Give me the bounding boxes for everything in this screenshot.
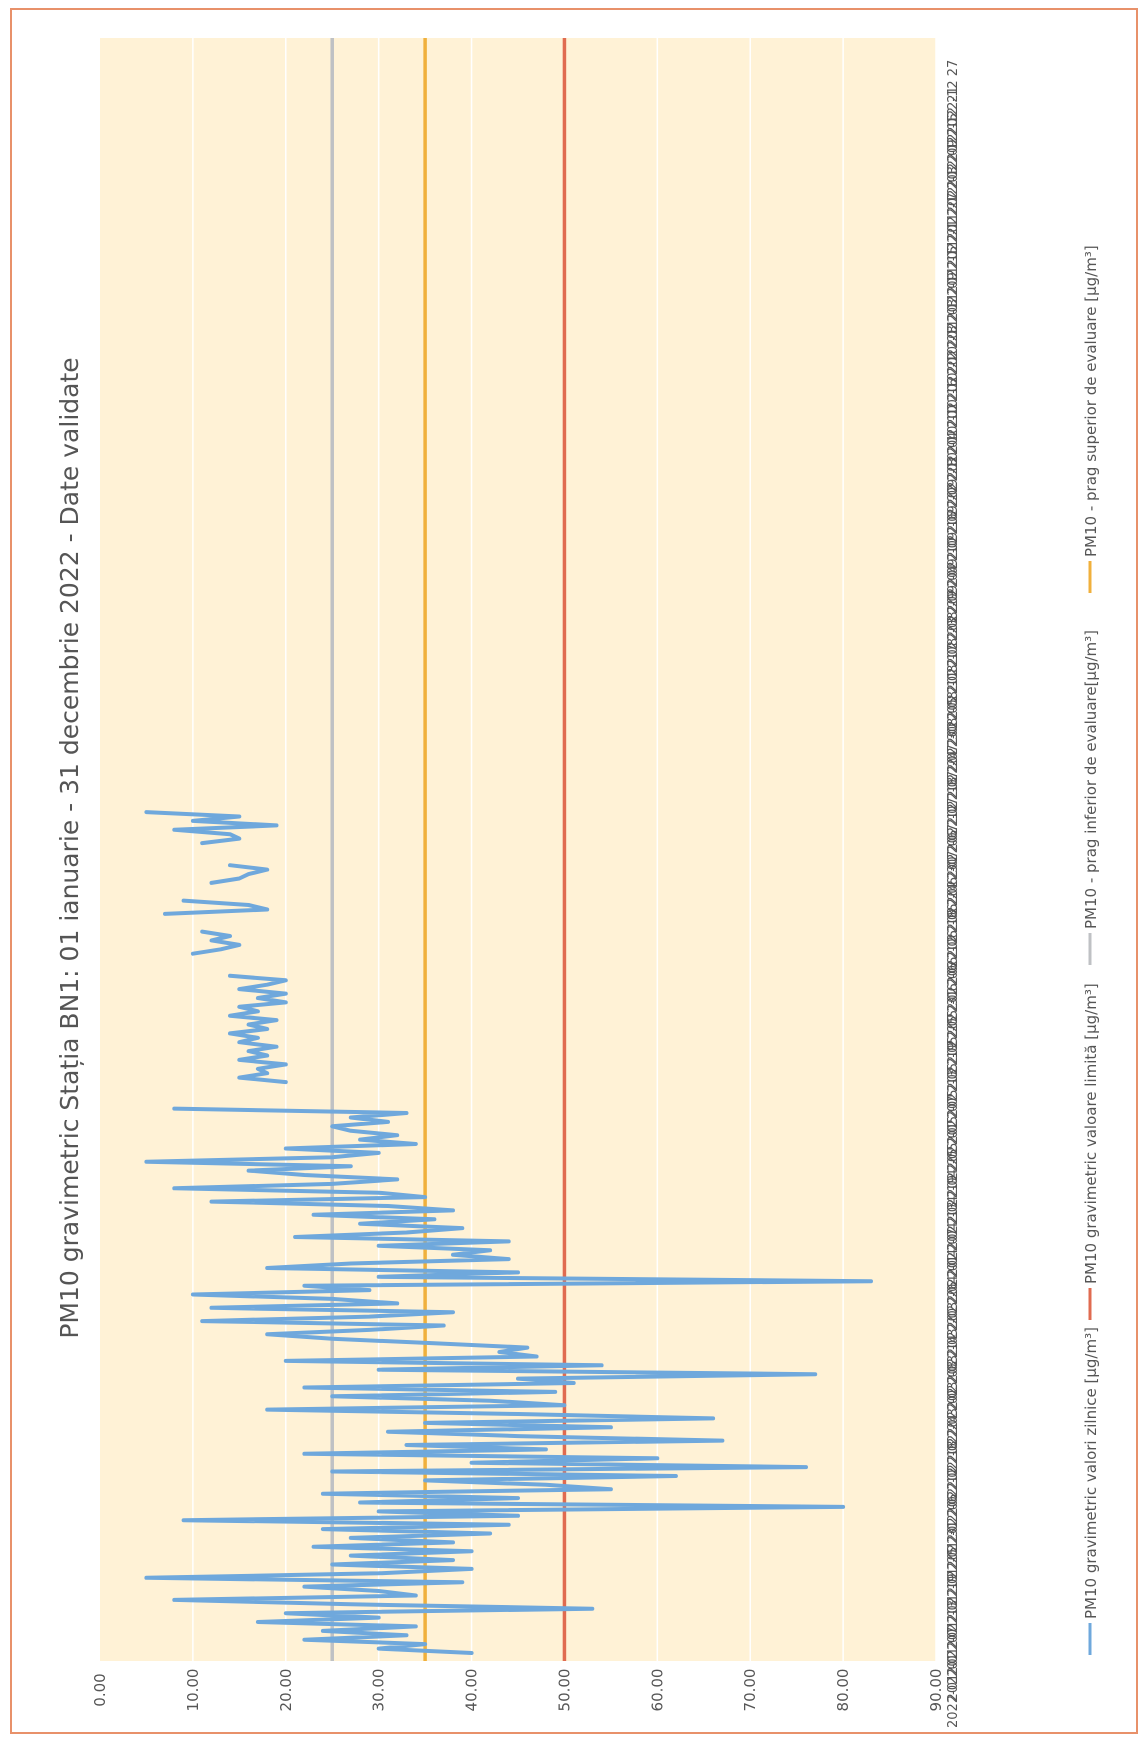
x-tick-label: 2022-09 28 xyxy=(946,458,961,533)
daily-series-line xyxy=(209,863,270,885)
legend-label-daily: PM10 gravimetric valori zilnice [µg/m³] xyxy=(1082,1327,1100,1619)
x-tick-label: 2022-09 04 xyxy=(946,564,961,639)
x-tick-label: 2022-06 12 xyxy=(946,936,961,1011)
x-tick-label: 2022-10 10 xyxy=(946,405,961,480)
x-tick-label: 2022-05 19 xyxy=(946,1042,961,1117)
x-tick-label: 2022-02 18 xyxy=(946,1441,961,1516)
x-tick-label: 2022-09 22 xyxy=(946,485,961,560)
x-tick-label: 2022-08 29 xyxy=(946,591,961,666)
y-tick-label: 70.00 xyxy=(741,1669,759,1712)
x-tick-label: 2022-04 25 xyxy=(946,1148,961,1223)
daily-series-line xyxy=(144,810,279,846)
y-tick-label: 0.00 xyxy=(91,1673,109,1706)
x-tick-label: 2022-08 11 xyxy=(946,670,961,745)
legend-label-limit: PM10 gravimetric valoare limită [µg/m³] xyxy=(1082,983,1100,1284)
x-tick-label: 2022-11 03 xyxy=(946,299,961,374)
x-tick-label: 2022-05 25 xyxy=(946,1016,961,1091)
x-tick-label: 2022-12 21 xyxy=(946,86,961,161)
x-tick-label: 2022-05 07 xyxy=(946,1095,961,1170)
x-tick-label: 2022-10 28 xyxy=(946,325,961,400)
x-tick-label: 2022-08 17 xyxy=(946,644,961,719)
x-tick-label: 2022-06 06 xyxy=(946,963,961,1038)
x-tick-label: 2022-05 31 xyxy=(946,989,961,1064)
chart-title: PM10 gravimetric Stația BN1: 01 ianuarie… xyxy=(55,357,84,1338)
y-tick-label: 60.00 xyxy=(648,1669,666,1712)
x-tick-label: 2022-03 26 xyxy=(946,1281,961,1356)
x-tick-label: 2022-07 30 xyxy=(946,724,961,799)
x-tick-label: 2022-04 13 xyxy=(946,1202,961,1277)
x-tick-label: 2022-04 01 xyxy=(946,1255,961,1330)
daily-series-line xyxy=(163,898,270,916)
x-tick-label: 2022-02 12 xyxy=(946,1467,961,1542)
x-tick-label: 2022-09 16 xyxy=(946,511,961,586)
x-tick-label: 2022-01 13 xyxy=(946,1600,961,1675)
x-tick-label: 2022-10 16 xyxy=(946,378,961,453)
x-tick-label: 2022-08 05 xyxy=(946,697,961,772)
x-tick-label: 2022-03 08 xyxy=(946,1361,961,1436)
x-tick-label: 2022-02 24 xyxy=(946,1414,961,1489)
y-tick-label: 30.00 xyxy=(370,1669,388,1712)
daily-series-line xyxy=(228,973,288,1085)
x-tick-label: 2022-04 07 xyxy=(946,1228,961,1303)
series-layer xyxy=(144,38,873,1661)
x-tick-label: 2022-03 14 xyxy=(946,1334,961,1409)
x-tick-label: 2022-03 20 xyxy=(946,1308,961,1383)
x-tick-label: 2022-11 09 xyxy=(946,272,961,347)
x-tick-label: 2022-12 15 xyxy=(946,113,961,188)
x-tick-label: 2022-05 13 xyxy=(946,1069,961,1144)
y-tick-label: 80.00 xyxy=(834,1669,852,1712)
daily-series-line xyxy=(144,1106,873,1655)
x-tick-label: 2022-06 30 xyxy=(946,856,961,931)
x-tick-label: 2022-01 25 xyxy=(946,1547,961,1622)
x-tick-label: 2022-01 01 xyxy=(946,1653,961,1728)
y-tick-label: 10.00 xyxy=(184,1669,202,1712)
y-tick-label: 90.00 xyxy=(927,1669,945,1712)
x-tick-label: 2022-01 19 xyxy=(946,1573,961,1648)
x-tick-label: 2022-02 06 xyxy=(946,1494,961,1569)
x-tick-label: 2022-10 04 xyxy=(946,431,961,506)
y-tick-label: 50.00 xyxy=(555,1669,573,1712)
x-tick-label: 2022-12 03 xyxy=(946,166,961,241)
y-axis-ticks: 0.00 10.00 20.00 30.00 40.00 50.00 60.00 70.00 8… xyxy=(91,1669,945,1712)
x-tick-label: 2022-12 09 xyxy=(946,139,961,214)
x-tick-label: 2022-11 27 xyxy=(946,192,961,267)
x-tick-label: 2022-05 01 xyxy=(946,1122,961,1197)
x-tick-label: 2022-07 18 xyxy=(946,777,961,852)
x-tick-label: 2022-01 31 xyxy=(946,1520,961,1595)
legend: PM10 gravimetric valori zilnice [µg/m³] … xyxy=(1082,245,1100,1655)
y-tick-label: 20.00 xyxy=(277,1669,295,1712)
x-tick-label: 2022-10 22 xyxy=(946,352,961,427)
x-tick-label: 2022-12 27 xyxy=(946,60,961,135)
grid-lines xyxy=(192,38,937,1661)
x-tick-label: 2022-11 15 xyxy=(946,246,961,321)
x-tick-label: 2022-06 18 xyxy=(946,909,961,984)
x-tick-label: 2022-09 10 xyxy=(946,538,961,613)
x-tick-label: 2022-07 06 xyxy=(946,830,961,905)
x-tick-label: 2022-07 12 xyxy=(946,803,961,878)
x-tick-label: 2022-08 23 xyxy=(946,617,961,692)
legend-label-upper: PM10 - prag superior de evaluare [µg/m³] xyxy=(1082,245,1100,557)
legend-label-lower: PM10 - prag inferior de evaluare[µg/m³] xyxy=(1082,630,1100,929)
x-tick-label: 2022-11 21 xyxy=(946,219,961,294)
x-tick-label: 2022-07 24 xyxy=(946,750,961,825)
x-tick-label: 2022-06 24 xyxy=(946,883,961,958)
x-tick-label: 2022-03 02 xyxy=(946,1387,961,1462)
x-tick-label: 2022-04 19 xyxy=(946,1175,961,1250)
y-tick-label: 40.00 xyxy=(463,1669,481,1712)
x-tick-label: 2022-01 07 xyxy=(946,1626,961,1701)
daily-series-line xyxy=(190,929,242,956)
plot-area xyxy=(100,38,936,1661)
